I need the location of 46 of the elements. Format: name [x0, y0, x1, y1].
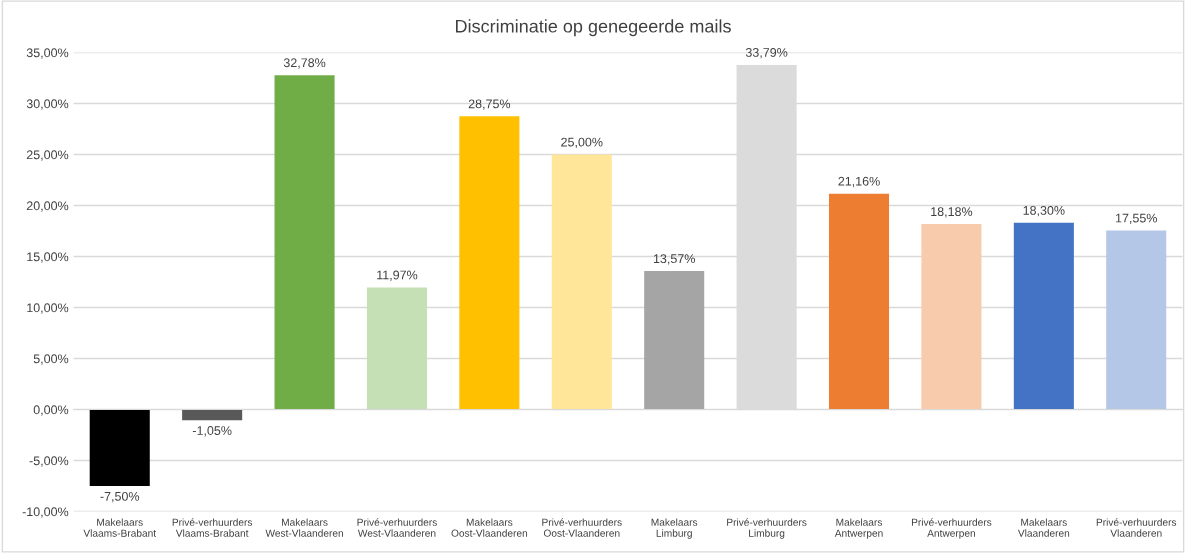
bar — [828, 193, 890, 410]
bar — [182, 409, 243, 421]
y-tick-label: -10,00% — [22, 507, 69, 518]
data-label: 33,79% — [745, 48, 788, 59]
chart-title: Discriminatie op genegeerde mails — [456, 19, 731, 37]
x-tick-label: Privé-verhuurders West-Vlaanderen — [357, 518, 437, 537]
y-tick-label: 0,00% — [33, 405, 69, 416]
y-tick-label: 30,00% — [26, 99, 69, 110]
x-tick-label: Makelaars Antwerpen — [834, 518, 883, 539]
data-label: -7,50% — [100, 491, 140, 503]
y-tick-label: 25,00% — [26, 150, 69, 161]
x-tick-label: Privé-verhuurders Limburg — [727, 518, 807, 539]
data-label: 17,55% — [1115, 213, 1157, 224]
bar — [1013, 222, 1074, 410]
data-label: 11,97% — [377, 270, 418, 281]
x-tick-label: Makelaars West-Vlaanderen — [265, 518, 343, 537]
bar — [1106, 230, 1167, 410]
y-tick-label: 10,00% — [27, 303, 69, 314]
data-label: 32,78% — [283, 58, 326, 69]
x-tick-label: Makelaars Vlaanderen — [1017, 518, 1070, 537]
x-tick-label: Privé-verhuurders Vlaams-Brabant — [172, 518, 253, 537]
bar — [274, 75, 335, 410]
data-label: -1,05% — [192, 426, 232, 437]
bar — [459, 116, 520, 410]
bar — [551, 154, 612, 410]
data-label: 25,00% — [561, 137, 603, 148]
x-tick-label: Makelaars Vlaams-Brabant — [83, 518, 157, 537]
x-tick-label: Privé-verhuurders Antwerpen — [911, 518, 992, 539]
y-tick-label: 20,00% — [26, 201, 69, 212]
y-tick-label: 35,00% — [26, 48, 69, 59]
y-tick-label: 15,00% — [27, 252, 69, 263]
y-tick-label: 5,00% — [33, 354, 69, 365]
bar — [921, 224, 982, 410]
data-label: 18,30% — [1023, 205, 1065, 217]
y-tick-label: -5,00% — [29, 456, 69, 467]
x-tick-label: Makelaars Oost-Vlaanderen — [451, 518, 528, 537]
bar — [644, 271, 705, 410]
bar — [89, 409, 150, 487]
bar — [366, 287, 427, 410]
data-label: 13,57% — [653, 254, 695, 265]
data-label: 28,75% — [468, 99, 511, 110]
data-label: 21,16% — [838, 176, 880, 188]
x-tick-label: Makelaars Limburg — [651, 518, 698, 539]
x-tick-label: Privé-verhuurders Vlaanderen — [1096, 518, 1177, 537]
data-label: 18,18% — [931, 207, 973, 218]
x-tick-label: Privé-verhuurders Oost-Vlaanderen — [542, 518, 622, 537]
